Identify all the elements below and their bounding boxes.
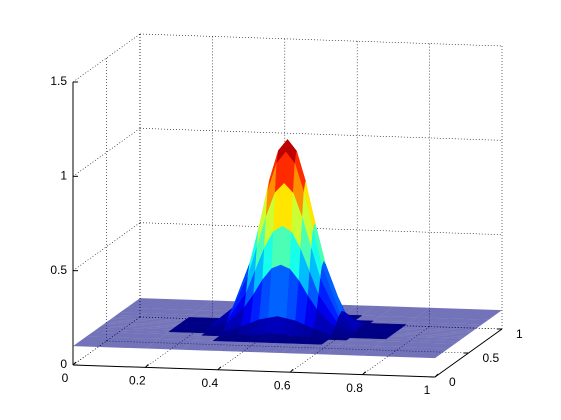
surface-face: [73, 336, 159, 349]
surface-face: [281, 343, 304, 354]
x-tick: [217, 366, 222, 371]
surface-face: [145, 338, 195, 350]
x-tick-label: 1: [424, 383, 431, 397]
surface-face: [244, 342, 268, 353]
surface-face: [103, 323, 178, 327]
grid-line: [139, 128, 503, 141]
y-tick-label: 1: [516, 327, 523, 341]
surface-face: [308, 344, 340, 355]
surface-face: [106, 320, 181, 325]
surface-face: [235, 341, 259, 352]
x-tick-label: 0.8: [346, 381, 363, 395]
surface-face: [339, 340, 383, 347]
surface-face: [126, 298, 213, 311]
surface-face: [199, 340, 232, 351]
surface-face: [217, 341, 241, 352]
surface-face: [108, 319, 183, 324]
surface-face: [263, 342, 286, 353]
z-tick-label: 1: [60, 169, 67, 183]
surface-face: [290, 343, 322, 354]
surface-face: [101, 324, 176, 329]
surface-face: [386, 336, 462, 342]
surface-face: [376, 341, 456, 349]
x-tick-label: 0.2: [129, 374, 146, 388]
z-tick-label: 0.5: [50, 263, 67, 277]
surface-face: [321, 339, 347, 345]
grid-line: [139, 222, 503, 235]
surface-face: [355, 315, 380, 321]
surface-face: [96, 326, 173, 332]
surface-face: [326, 344, 376, 356]
surface-face: [346, 337, 387, 342]
surface-face: [389, 335, 464, 339]
surface-face: [406, 322, 482, 327]
surface-face: [109, 318, 184, 323]
surface-face: [392, 332, 467, 337]
surface-face: [373, 316, 417, 323]
surface-face: [93, 329, 169, 335]
surface-face: [99, 325, 174, 330]
surface-face: [116, 312, 193, 318]
surface-face: [380, 306, 430, 318]
surface-face: [343, 305, 376, 316]
grid-line: [139, 33, 503, 47]
x-tick-label: 0.4: [201, 376, 218, 390]
surface-face: [181, 340, 214, 351]
surface-face: [362, 346, 449, 359]
surface-face: [382, 338, 459, 344]
surface-face: [394, 331, 469, 336]
surface-face: [409, 317, 489, 325]
surface-face: [86, 331, 166, 339]
x-tick: [289, 368, 294, 373]
surface-face: [158, 334, 202, 341]
surface-face: [254, 342, 277, 353]
y-tick-label: 0: [449, 375, 456, 389]
surface-face: [272, 343, 295, 354]
x-tick: [434, 373, 439, 378]
surface-face: [416, 307, 502, 320]
surface-face: [361, 305, 394, 317]
surface-face: [119, 307, 199, 315]
x-tick-label: 0.6: [274, 378, 291, 392]
y-tick-label: 0.5: [483, 351, 500, 365]
x-axis: [72, 364, 436, 378]
surface-face: [226, 341, 250, 352]
surface-face: [165, 331, 206, 336]
z-tick-label: 0: [60, 357, 67, 371]
surface-face: [195, 335, 220, 341]
surface-face: [399, 328, 474, 332]
surface-face: [113, 314, 189, 320]
surface-face: [397, 329, 472, 333]
z-tick-label: 1.5: [50, 74, 67, 88]
surface-face: [104, 322, 179, 326]
surface-face: [396, 330, 471, 335]
x-tick-label: 0: [62, 371, 69, 385]
surface-face: [111, 317, 186, 321]
surface-face: [402, 324, 479, 330]
x-tick: [72, 361, 77, 366]
surface-face: [401, 326, 476, 331]
surface-face: [391, 334, 466, 338]
x-tick: [145, 364, 149, 368]
x-tick: [362, 371, 366, 375]
